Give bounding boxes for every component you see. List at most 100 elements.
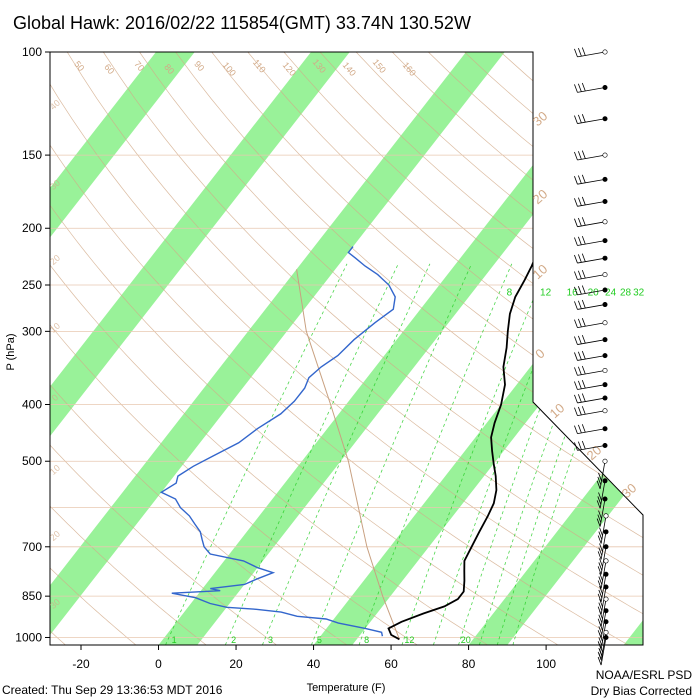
dry-adiabat — [103, 52, 643, 645]
dry-adiabat-label: 60 — [102, 62, 116, 76]
barb-staff — [577, 274, 606, 280]
wind-barb — [597, 571, 609, 603]
barb-station — [603, 634, 609, 640]
dry-adiabat-label: 80 — [162, 62, 176, 76]
barb-station — [602, 320, 608, 326]
y-tick-label: 300 — [22, 324, 42, 338]
mixing-ratio-label: 28 — [620, 287, 632, 298]
dry-adiabat — [50, 52, 348, 645]
barb-staff — [577, 87, 606, 93]
wind-barb — [574, 47, 608, 58]
wind-barb — [574, 269, 608, 280]
barb-flag — [574, 48, 578, 58]
wind-barb — [597, 529, 609, 560]
wind-barb — [574, 318, 608, 328]
y-tick-label: 400 — [22, 397, 42, 411]
barb-station — [603, 619, 609, 625]
frame-outline — [49, 51, 644, 646]
barb-flag — [577, 270, 582, 279]
dry-adiabat — [66, 52, 643, 645]
y-tick-label: 1000 — [15, 630, 42, 644]
x-axis-label: Temperature (F) — [307, 682, 386, 694]
barb-flag — [577, 83, 582, 92]
mixing-ratio-line — [224, 263, 399, 645]
barb-flag — [581, 196, 586, 206]
barb-flag — [574, 115, 578, 124]
barb-station — [602, 152, 608, 158]
barb-station — [602, 353, 608, 359]
barb-flag — [597, 566, 602, 575]
isotherm-band — [50, 52, 350, 645]
barb-station — [603, 629, 609, 635]
barb-staff — [577, 384, 606, 390]
parcel-line — [296, 269, 400, 640]
wind-barb — [574, 235, 608, 246]
left-edge-label: 10 — [48, 463, 62, 477]
left-edge-label: 0 — [50, 392, 60, 403]
y-tick-label: 850 — [22, 589, 42, 603]
barb-station — [602, 337, 608, 343]
barb-flag — [597, 476, 602, 486]
wind-barb — [574, 174, 608, 185]
chart-title: Global Hawk: 2016/02/22 115854(GMT) 33.7… — [13, 13, 471, 33]
dry-adiabat-label: 70 — [132, 59, 146, 73]
barb-flag — [599, 585, 603, 595]
barb-flag — [577, 217, 582, 227]
wind-barb — [574, 299, 608, 310]
mixing-ratio-line — [401, 263, 549, 645]
barb-flag — [581, 235, 586, 245]
wind-barb — [574, 253, 608, 264]
dry-adiabat — [50, 52, 418, 645]
barb-flag — [598, 472, 602, 482]
barb-station — [603, 584, 609, 590]
barb-flag — [574, 442, 578, 451]
barb-station — [602, 426, 608, 432]
barb-flag — [598, 531, 603, 540]
mixing-ratio-label: 12 — [540, 287, 552, 298]
barb-staff — [577, 339, 606, 345]
barb-flag — [577, 441, 582, 450]
barb-staff — [577, 445, 606, 451]
y-tick-label: 100 — [22, 45, 42, 59]
barb-station — [603, 608, 609, 614]
barb-station — [603, 571, 609, 577]
wind-barb — [574, 380, 608, 390]
barb-station — [602, 478, 608, 484]
barb-flag — [577, 151, 582, 160]
mixing-ratio-line — [165, 263, 348, 645]
barb-flag — [574, 218, 578, 227]
barb-flag — [598, 614, 603, 623]
mixing-ratio-label-bottom: 5 — [317, 635, 322, 645]
wind-barb — [597, 596, 609, 627]
barb-staff — [577, 370, 606, 376]
correction-label: Dry Bias Corrected — [591, 684, 692, 698]
barb-flag — [598, 492, 602, 501]
barb-flag — [581, 269, 586, 279]
mixing-ratio-label: 32 — [633, 287, 645, 298]
barb-flag — [581, 380, 586, 389]
dry-adiabat — [50, 52, 559, 645]
barb-flag — [598, 510, 602, 519]
barb-station — [602, 458, 608, 464]
wind-barb — [596, 496, 608, 527]
barb-staff — [577, 289, 606, 296]
barb-flag — [577, 406, 582, 416]
barb-flag — [581, 150, 586, 159]
mixing-ratio-label: 8 — [507, 287, 513, 298]
barb-flag — [598, 626, 603, 635]
barb-flag — [574, 319, 578, 328]
mixing-ratio-label-bottom: 20 — [461, 635, 471, 645]
dry-adiabat — [247, 52, 643, 645]
barb-flag — [598, 602, 603, 611]
wind-barb — [597, 634, 609, 666]
mixing-ratio-label-bottom: 1 — [172, 635, 177, 645]
wind-barbs — [574, 47, 609, 666]
wind-barb — [597, 584, 609, 615]
wind-barb — [574, 393, 608, 404]
barb-staff — [577, 304, 606, 310]
isotherm-band — [50, 52, 505, 645]
mixing-ratio-label-bottom: 2 — [231, 635, 236, 645]
y-tick-label: 700 — [22, 540, 42, 554]
barb-flag — [581, 253, 586, 262]
